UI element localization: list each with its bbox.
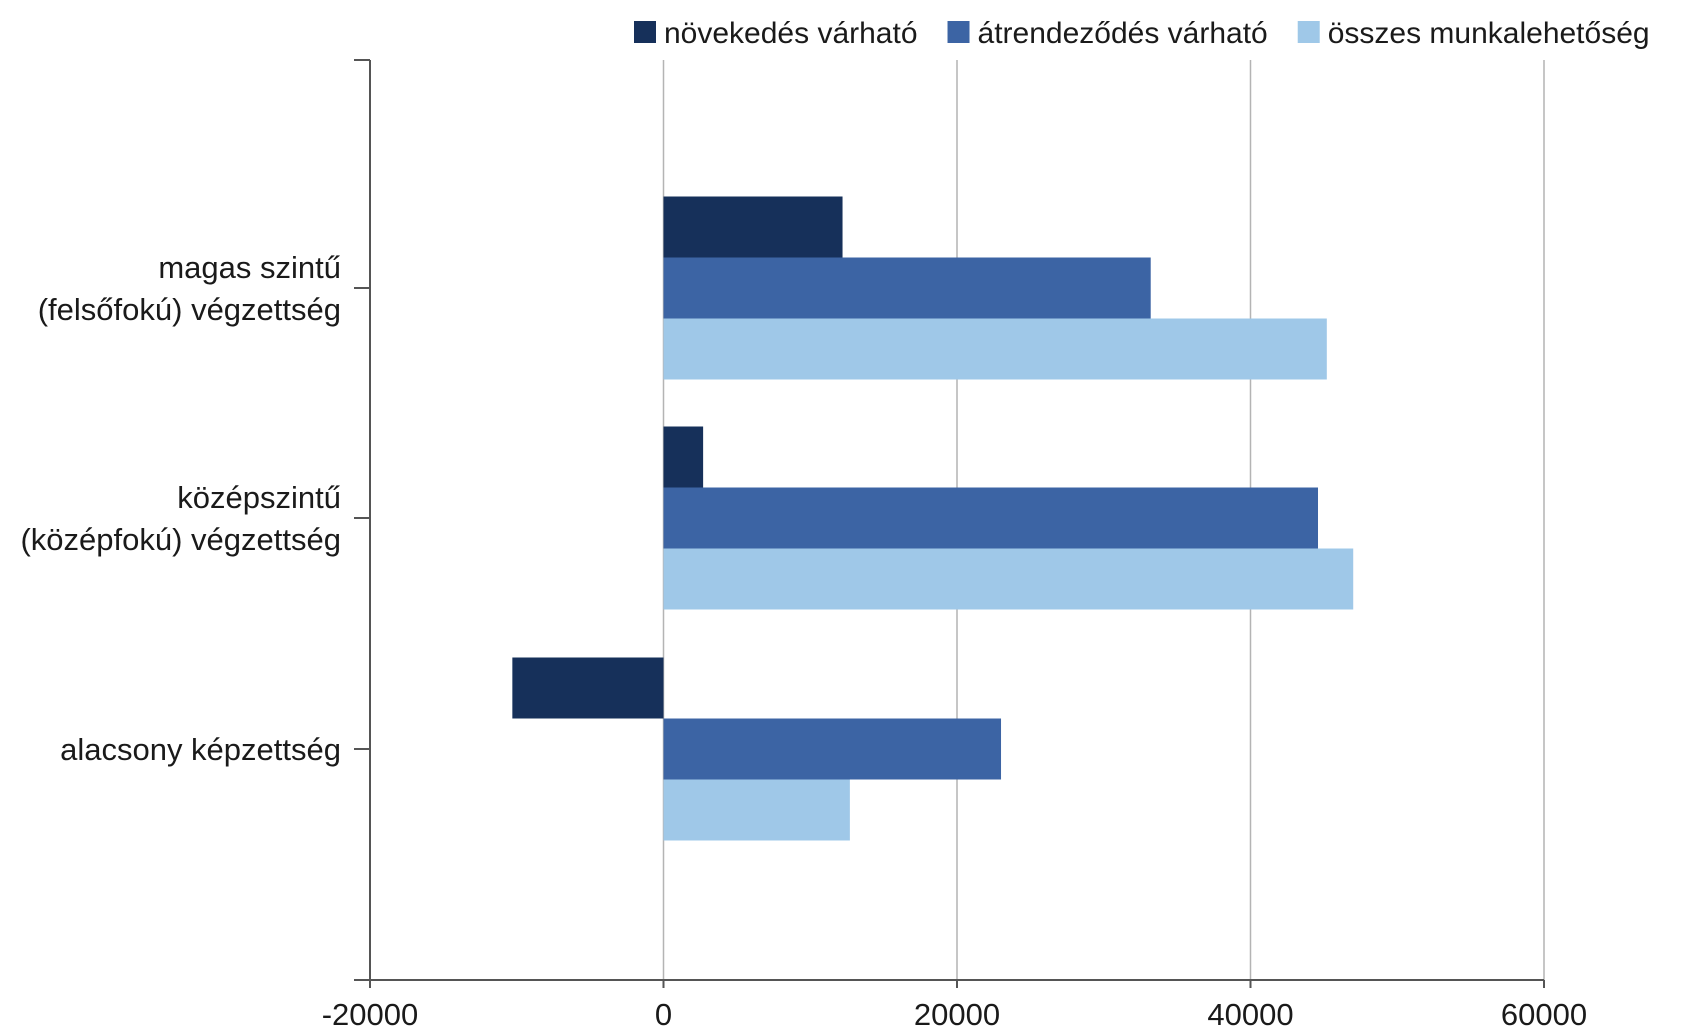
bar — [663, 196, 843, 258]
category-label: (középfokú) végzettség — [20, 522, 341, 557]
axis-layer: -20000 0 20000 40000 60000 magas szintű (felső… — [20, 59, 1587, 1032]
bar — [663, 548, 1354, 610]
legend-label: összes munkalehetőség — [1328, 17, 1650, 50]
legend-swatch — [1297, 21, 1320, 43]
bar — [663, 718, 1002, 780]
x-tick-label: 60000 — [1501, 997, 1587, 1032]
legend-swatch — [947, 21, 970, 43]
bar — [512, 657, 664, 719]
x-tick-label: 20000 — [914, 997, 1000, 1032]
bar — [663, 487, 1319, 549]
legend-swatch — [634, 21, 656, 43]
legend-label: növekedés várható — [664, 17, 918, 50]
category-label: középszintű — [177, 480, 341, 515]
x-tick-label: 0 — [655, 997, 672, 1032]
category-label: alacsony képzettség — [60, 732, 341, 767]
bar-layer — [512, 196, 1354, 841]
legend-label: átrendeződés várható — [978, 17, 1268, 50]
bar — [663, 318, 1327, 380]
x-tick-label: -20000 — [322, 997, 419, 1032]
category-label: magas szintű — [158, 250, 341, 285]
legend: növekedés várható átrendeződés várható öss… — [634, 17, 1650, 50]
bar — [663, 779, 850, 841]
x-tick-label: 40000 — [1207, 997, 1293, 1032]
category-label: (felsőfokú) végzettség — [38, 292, 341, 327]
bar — [663, 257, 1151, 319]
bar — [663, 426, 704, 488]
